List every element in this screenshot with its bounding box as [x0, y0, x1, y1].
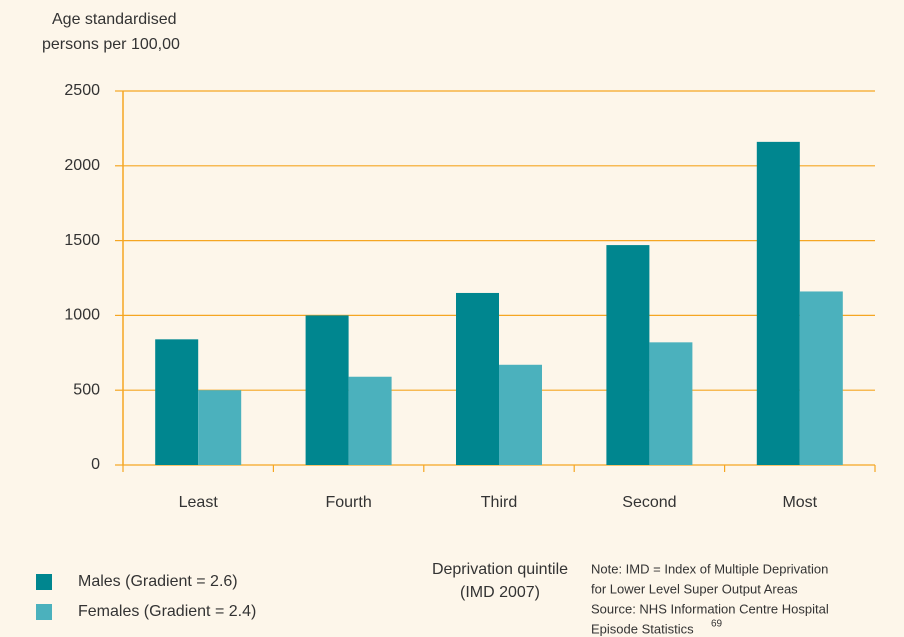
y-axis-label: persons per 100,00	[42, 36, 180, 53]
note: Episode Statistics	[591, 621, 694, 636]
bar	[606, 245, 650, 465]
note-reference: 69	[711, 619, 723, 630]
y-tick-label: 0	[91, 456, 100, 473]
legend-label: Females (Gradient = 2.4)	[78, 603, 256, 620]
x-tick-label: Second	[622, 494, 676, 511]
y-tick-label: 500	[73, 381, 100, 398]
note: for Lower Level Super Output Areas	[591, 581, 798, 596]
bar	[348, 376, 392, 465]
bar	[456, 292, 499, 465]
x-tick-label: Third	[481, 494, 517, 511]
bar	[155, 339, 199, 465]
x-axis-label: (IMD 2007)	[460, 584, 540, 601]
bar	[649, 342, 693, 465]
bar	[198, 390, 242, 465]
note: Source: NHS Information Centre Hospital	[591, 601, 829, 616]
x-tick-label: Least	[179, 494, 219, 511]
legend-label: Males (Gradient = 2.6)	[78, 573, 238, 590]
bar	[499, 364, 542, 465]
legend-swatch	[36, 574, 52, 590]
bar	[305, 315, 349, 465]
bar	[799, 291, 843, 465]
x-axis-label: Deprivation quintile	[432, 561, 568, 578]
y-tick-label: 2500	[64, 82, 100, 99]
legend-swatch	[36, 604, 52, 620]
x-tick-label: Fourth	[325, 494, 371, 511]
x-tick-label: Most	[782, 494, 817, 511]
bar	[756, 141, 800, 465]
y-axis-label: Age standardised	[52, 11, 177, 28]
note: Note: IMD = Index of Multiple Deprivatio…	[591, 561, 828, 576]
y-tick-label: 2000	[64, 157, 100, 174]
y-tick-label: 1500	[64, 232, 100, 249]
y-tick-label: 1000	[64, 307, 100, 324]
